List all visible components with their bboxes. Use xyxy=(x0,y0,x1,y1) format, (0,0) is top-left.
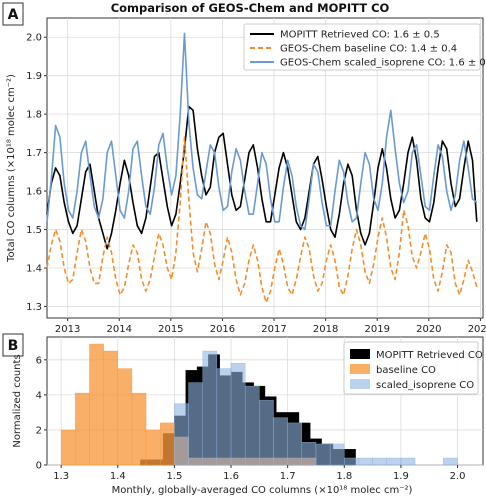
panel-a-ytick-label: 1.8 xyxy=(26,110,42,121)
panel-b-xtick-label: 1.9 xyxy=(393,471,409,482)
panel-b-bar-2 xyxy=(386,457,402,466)
panel-b-bar-2 xyxy=(287,422,303,466)
panel-b-bar-2 xyxy=(202,350,218,466)
panel-a-series xyxy=(46,32,478,304)
panel-a-xtick-label: 2016 xyxy=(210,324,235,335)
panel-a-letter: A xyxy=(8,7,19,23)
panel-a: Comparison of GEOS-Chem and MOPITT CO A … xyxy=(2,1,486,335)
panel-b-bar-1 xyxy=(103,350,118,466)
panel-a-ytick-label: 1.6 xyxy=(26,187,42,198)
panel-b-bar-2 xyxy=(301,442,317,466)
panel-b-xtick-label: 1.8 xyxy=(336,471,352,482)
panel-b-bar-1 xyxy=(117,368,133,466)
panel-b-ytick-label: 0 xyxy=(36,461,42,472)
panel-b-legend-box xyxy=(343,341,479,395)
panel-a-legend: MOPITT Retrieved CO: 1.6 ± 0.5 GEOS-Chem … xyxy=(243,23,486,71)
panel-b-legend-label-2: scaled_isoprene CO xyxy=(376,380,474,391)
panel-b-legend-swatch-0 xyxy=(350,349,370,359)
panel-a-ytick-label: 1.7 xyxy=(26,148,42,159)
panel-a-title: Comparison of GEOS-Chem and MOPITT CO xyxy=(111,1,390,15)
panel-b-ytick-label: 4 xyxy=(36,390,42,401)
panel-b-xlabel: Monthly, globally-averaged CO columns (×… xyxy=(112,485,413,496)
panel-a-xtick-label: 2013 xyxy=(55,324,80,335)
panel-b-letter: B xyxy=(8,338,19,354)
panel-b-legend: MOPITT Retrieved CO baseline CO scaled_iso… xyxy=(343,341,483,395)
panel-b-bar-2 xyxy=(344,457,359,466)
panel-a-xtick-label: 2017 xyxy=(261,324,286,335)
panel-b: B 0 2 4 6 1.3 1.4 1.5 1.6 1.7 1.8 1.9 2.0 Normalize… xyxy=(2,333,484,496)
panel-b-bar-2 xyxy=(400,457,416,466)
panel-b-xtick-label: 1.7 xyxy=(280,471,296,482)
panel-b-bar-2 xyxy=(188,382,203,466)
panel-b-letter-box xyxy=(2,333,24,357)
panel-b-bar-2 xyxy=(372,457,387,466)
panel-b-bar-2 xyxy=(259,399,274,466)
panel-b-legend-swatch-1 xyxy=(350,364,370,374)
panel-b-bar-2 xyxy=(315,443,331,466)
panel-b-ytick-label: 6 xyxy=(36,355,42,366)
panel-a-legend-label-2: GEOS-Chem scaled_isoprene CO: 1.6 ± 0.5 xyxy=(280,58,486,69)
panel-a-xtick-label: 2020 xyxy=(416,324,441,335)
panel-b-xtick-label: 1.5 xyxy=(166,471,182,482)
panel-a-legend-label-1: GEOS-Chem baseline CO: 1.4 ± 0.4 xyxy=(280,44,457,55)
panel-b-ytick-label: 2 xyxy=(36,425,42,436)
panel-a-series-line-2 xyxy=(46,32,478,231)
panel-b-bar-2 xyxy=(230,363,246,466)
panel-a-xtick-label: 2019 xyxy=(364,324,389,335)
panel-a-letter-box xyxy=(2,2,24,26)
panel-b-bar-1 xyxy=(75,392,90,466)
panel-b-bar-2 xyxy=(329,443,345,466)
panel-b-ticks: 0 2 4 6 1.3 1.4 1.5 1.6 1.7 1.8 1.9 2.0 xyxy=(36,355,466,482)
panel-a-ticks: 1.3 1.4 1.5 1.6 1.7 1.8 1.9 2.0 2013 2014 2015 2016… xyxy=(26,33,486,335)
panel-a-ytick-label: 2.0 xyxy=(26,33,42,44)
panel-b-bar-2 xyxy=(443,457,458,466)
panel-b-xtick-label: 1.4 xyxy=(110,471,126,482)
panel-b-bar-2 xyxy=(216,368,232,466)
panel-a-legend-box xyxy=(243,23,481,71)
panel-a-ytick-label: 1.3 xyxy=(26,302,42,313)
panel-b-bar-2 xyxy=(358,457,373,466)
panel-a-xtick-label: 2021 xyxy=(468,324,486,335)
panel-b-bar-1 xyxy=(60,429,76,466)
panel-b-bar-2 xyxy=(273,417,288,466)
panel-a-legend-label-0: MOPITT Retrieved CO: 1.6 ± 0.5 xyxy=(280,30,440,41)
panel-b-xtick-label: 2.0 xyxy=(450,471,466,482)
panel-b-bar-1 xyxy=(131,392,147,466)
panel-a-xtick-label: 2014 xyxy=(107,324,132,335)
panel-b-bar-2 xyxy=(174,403,189,466)
panel-a-ylabel: Total CO columns (×10¹⁸ molec cm⁻²) xyxy=(6,74,17,263)
panel-b-bar-2 xyxy=(244,385,260,466)
panel-b-bar-1 xyxy=(89,343,104,466)
panel-b-legend-label-1: baseline CO xyxy=(376,365,436,376)
panel-b-legend-swatch-2 xyxy=(350,379,370,389)
panel-b-ylabel: Normalized counts xyxy=(12,354,23,447)
panel-b-legend-label-0: MOPITT Retrieved CO xyxy=(376,350,483,361)
panel-b-bars xyxy=(60,343,458,466)
panel-b-xtick-label: 1.3 xyxy=(53,471,69,482)
panel-b-bar-1 xyxy=(160,422,175,466)
panel-a-xtick-label: 2015 xyxy=(158,324,183,335)
panel-a-ytick-label: 1.5 xyxy=(26,225,42,236)
panel-a-ytick-label: 1.9 xyxy=(26,71,42,82)
panel-a-xtick-label: 2018 xyxy=(313,324,338,335)
panel-a-ytick-label: 1.4 xyxy=(26,264,42,275)
panel-a-series-line-1 xyxy=(46,136,478,304)
panel-b-xtick-label: 1.6 xyxy=(223,471,239,482)
panel-b-bar-1 xyxy=(145,429,161,466)
